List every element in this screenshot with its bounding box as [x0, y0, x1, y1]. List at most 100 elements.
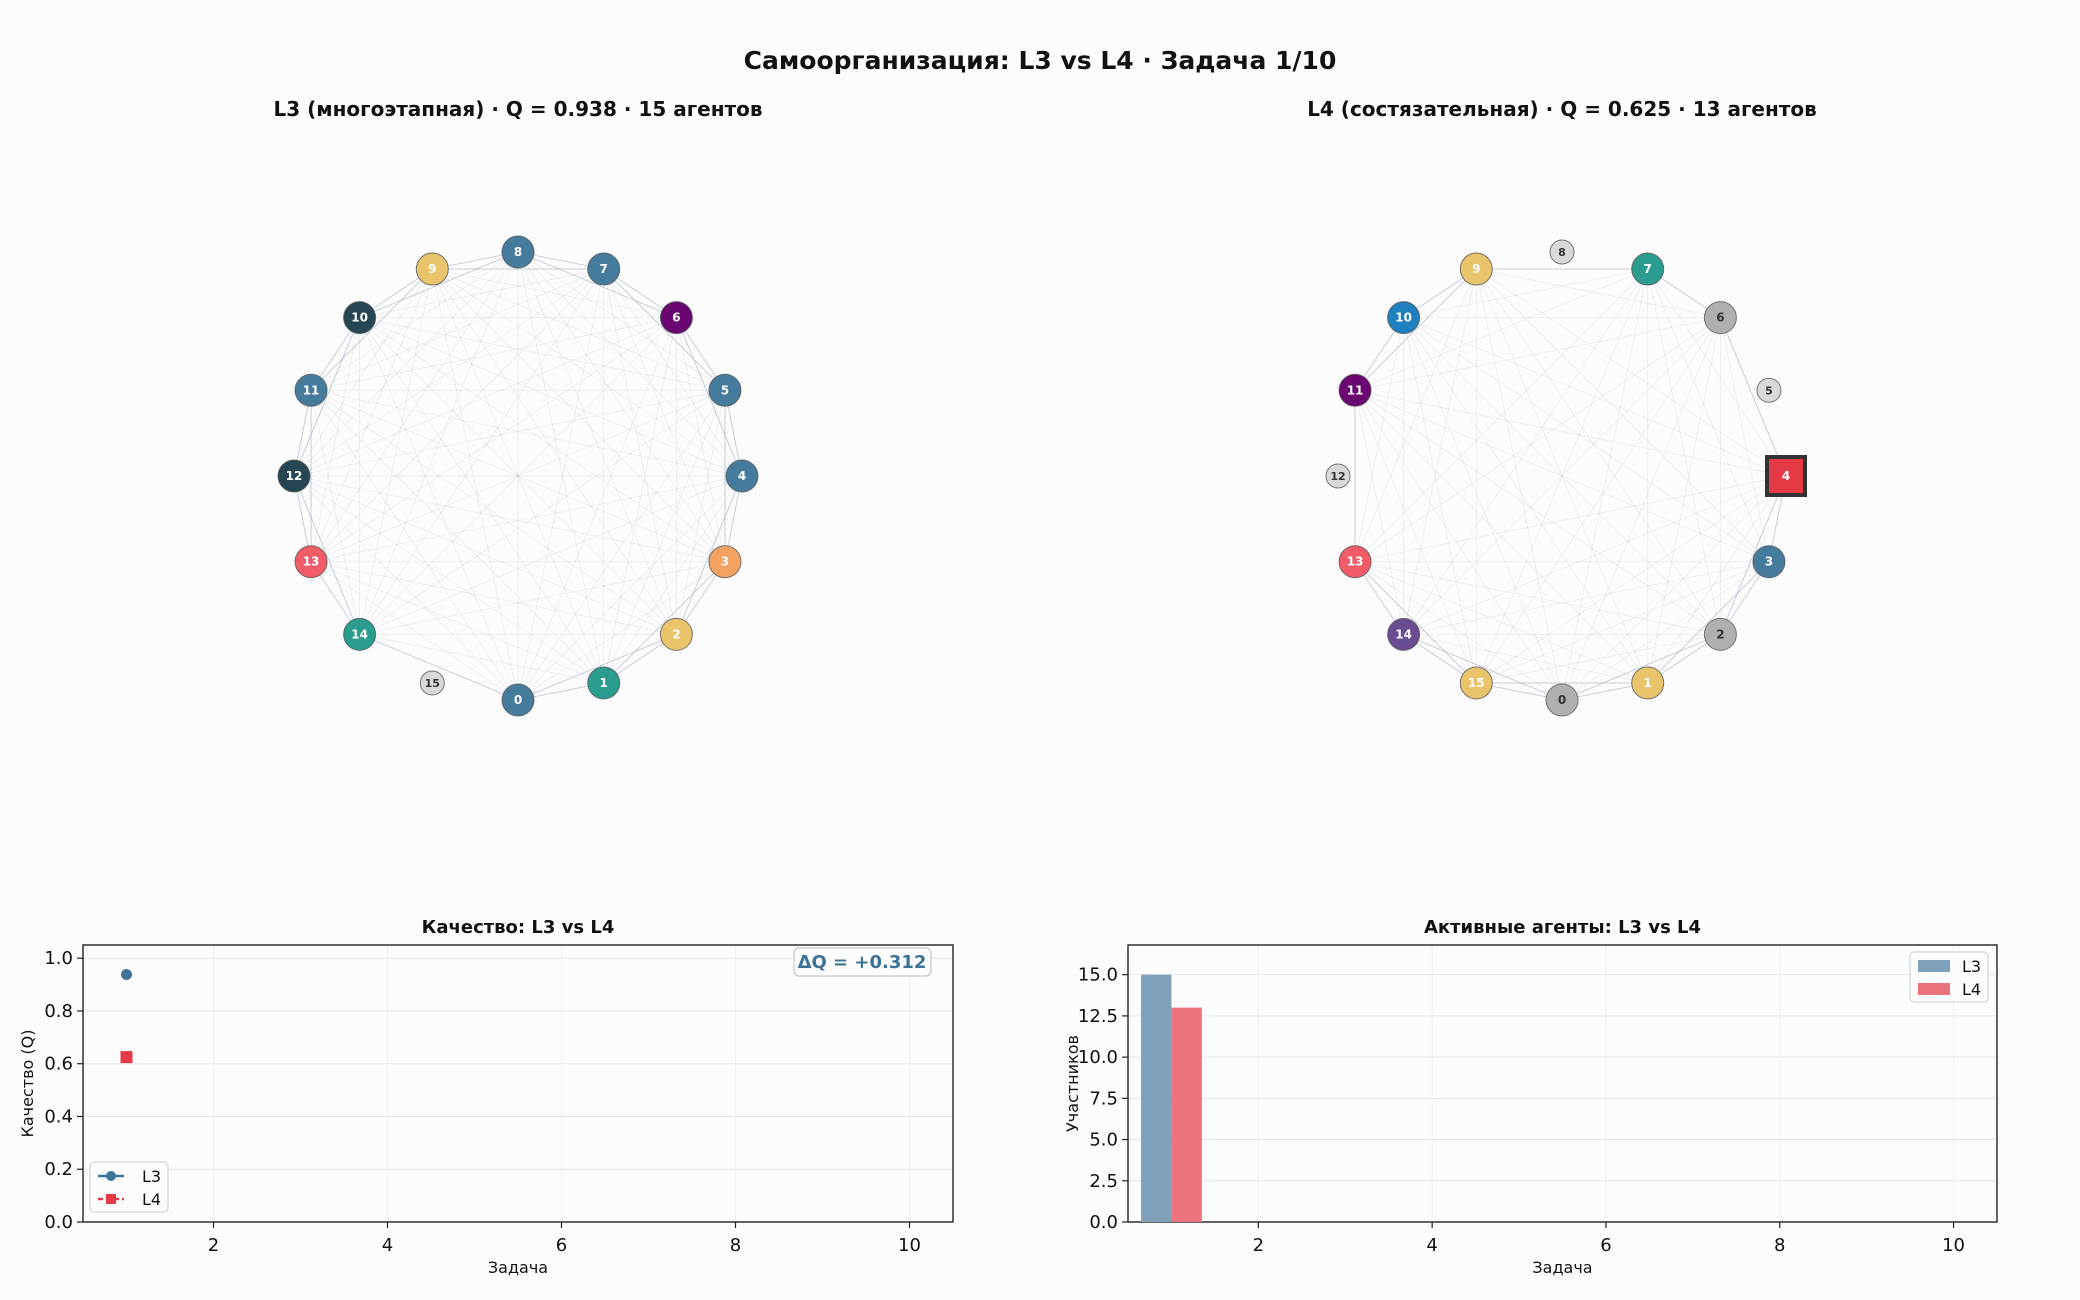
edge: [1647, 268, 1787, 477]
agent-node-11[interactable]: 11: [1338, 373, 1372, 407]
agent-node-shape: [1459, 666, 1493, 700]
x-tick-label: 6: [1600, 1235, 1611, 1256]
edge: [517, 268, 605, 701]
edge: [517, 633, 677, 701]
agent-node-0[interactable]: 0: [1545, 683, 1579, 717]
agent-node-11[interactable]: 11: [294, 373, 328, 407]
edge: [310, 268, 433, 562]
agent-node-10[interactable]: 10: [343, 301, 377, 335]
agent-node-shape: [1703, 301, 1737, 335]
agent-node-shape: [501, 683, 535, 717]
edge: [517, 251, 677, 319]
agent-node-shape: [587, 252, 621, 286]
edge: [359, 251, 519, 635]
agent-node-15[interactable]: 15: [419, 670, 445, 696]
agent-node-label: 3: [721, 555, 729, 569]
agent-node-label: 9: [1472, 262, 1480, 276]
edge: [1561, 561, 1770, 701]
agent-node-6[interactable]: 6: [659, 301, 693, 335]
edge: [310, 268, 604, 562]
agent-node-4[interactable]: 4: [725, 459, 759, 493]
edge: [517, 561, 726, 701]
agent-node-3[interactable]: 3: [708, 545, 742, 579]
edges: [293, 251, 743, 701]
edge: [1354, 390, 1477, 684]
agent-node-shape: [725, 459, 759, 493]
edge: [310, 390, 519, 701]
edge: [517, 475, 743, 701]
edge: [359, 475, 743, 635]
agent-node-label: 4: [1782, 469, 1790, 483]
agent-node-15[interactable]: 15: [1459, 666, 1493, 700]
agent-node-6[interactable]: 6: [1703, 301, 1737, 335]
edge: [1475, 268, 1649, 684]
edge: [1561, 475, 1787, 701]
edge: [310, 475, 743, 563]
agent-node-10[interactable]: 10: [1387, 301, 1421, 335]
edge: [517, 251, 726, 562]
edge: [1403, 268, 1477, 635]
agent-node-5[interactable]: 5: [708, 373, 742, 407]
agent-node-8[interactable]: 8: [1549, 239, 1575, 265]
agent-node-2[interactable]: 2: [1703, 617, 1737, 651]
edge: [310, 390, 604, 684]
edge: [359, 389, 726, 635]
x-tick-label: 10: [1942, 1235, 1965, 1256]
agent-node-shape: [343, 301, 377, 335]
agent-node-shape: [1756, 377, 1782, 403]
agent-node-shape: [1338, 545, 1372, 579]
edge: [1475, 317, 1721, 684]
agent-node-13[interactable]: 13: [294, 545, 328, 579]
x-axis-label: Задача: [1532, 1258, 1592, 1277]
agent-node-shape: [277, 459, 311, 493]
edge: [293, 389, 726, 477]
edge: [293, 317, 677, 477]
agent-node-1[interactable]: 1: [587, 666, 621, 700]
x-tick-label: 10: [898, 1235, 921, 1256]
edge: [1354, 561, 1563, 701]
agent-node-7[interactable]: 7: [1631, 252, 1665, 286]
agent-node-12[interactable]: 12: [1325, 463, 1351, 489]
agent-node-0[interactable]: 0: [501, 683, 535, 717]
legend-marker-L3: [106, 1171, 116, 1181]
agent-node-5[interactable]: 5: [1756, 377, 1782, 403]
agent-node-13[interactable]: 13: [1338, 545, 1372, 579]
edge: [1403, 317, 1721, 635]
y-tick-label: 0.8: [44, 1001, 73, 1022]
edge: [1354, 390, 1648, 684]
agent-node-label: 9: [428, 262, 436, 276]
edge: [359, 317, 519, 701]
agent-node-shape: [1549, 239, 1575, 265]
delta-q-annotation: ΔQ = +0.312: [793, 947, 932, 977]
agent-node-12[interactable]: 12: [277, 459, 311, 493]
edge: [603, 390, 726, 684]
agent-node-9[interactable]: 9: [1459, 252, 1493, 286]
edge: [1475, 268, 1649, 684]
agent-node-shape: [419, 670, 445, 696]
agent-node-8[interactable]: 8: [501, 235, 535, 269]
agent-node-14[interactable]: 14: [343, 617, 377, 651]
agent-node-4[interactable]: 4: [1765, 455, 1807, 497]
agent-node-label: 8: [514, 245, 522, 259]
agent-node-9[interactable]: 9: [415, 252, 449, 286]
agent-node-14[interactable]: 14: [1387, 617, 1421, 651]
y-axis-label: Участников: [1063, 1035, 1082, 1132]
edge: [1403, 633, 1563, 701]
agent-node-label: 14: [1395, 627, 1412, 641]
agent-node-1[interactable]: 1: [1631, 666, 1665, 700]
edge: [359, 317, 677, 635]
edge: [1354, 389, 1721, 635]
agent-node-label: 1: [600, 676, 608, 690]
agent-node-shape: [294, 373, 328, 407]
edge: [359, 561, 726, 635]
edge: [1476, 561, 1770, 684]
agent-node-label: 11: [303, 383, 320, 397]
agent-node-3[interactable]: 3: [1752, 545, 1786, 579]
active-agents-chart: 0.0 2.5 5.0 7.5 10.0 12.5 15.0 2 4 6 8 10 Активные а…: [1063, 917, 1998, 1277]
agent-node-7[interactable]: 7: [587, 252, 621, 286]
edge: [310, 389, 743, 477]
edge: [1561, 268, 1649, 701]
agent-node-2[interactable]: 2: [659, 617, 693, 651]
chart-title: Качество: L3 vs L4: [422, 917, 615, 938]
edge: [310, 561, 519, 701]
